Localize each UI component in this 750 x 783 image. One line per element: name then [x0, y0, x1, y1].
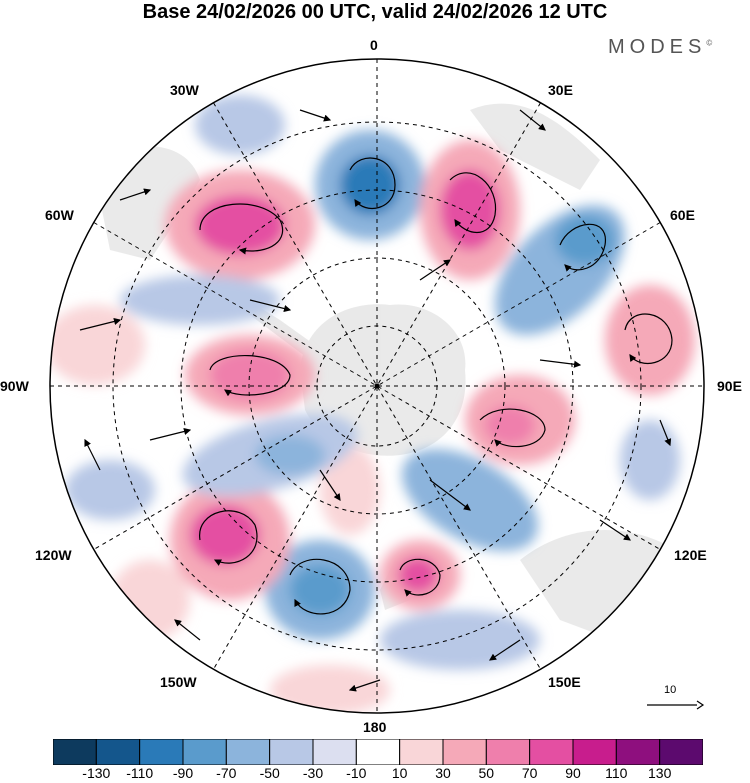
colorbar-tick-label: 30 — [435, 765, 451, 781]
wind-vector — [399, 558, 441, 597]
graticule — [50, 59, 704, 713]
lon-label-60e: 60E — [670, 207, 695, 223]
wind-vector — [659, 419, 672, 447]
africa — [470, 103, 600, 190]
lon-label-150w: 150W — [160, 674, 197, 690]
wind-vector — [319, 469, 341, 501]
wind-vector — [249, 299, 292, 313]
map-border — [49, 58, 705, 714]
lon-label-30e: 30E — [548, 82, 573, 98]
wind-vector — [79, 317, 122, 331]
wind-vector — [624, 313, 673, 364]
colorbar-swatch — [659, 739, 703, 765]
colorbar-tick-label: -10 — [346, 765, 367, 781]
modes-logo: MODES© — [608, 36, 713, 58]
wind-vector — [199, 203, 284, 255]
wind-vector — [539, 359, 582, 368]
colorbar-tick-label: 50 — [478, 765, 495, 781]
wind-vectors — [79, 109, 673, 692]
lon-label-0: 0 — [370, 37, 378, 53]
colorbar-swatch — [139, 739, 184, 765]
colorbar-swatch — [615, 739, 661, 765]
chart-title: Base 24/02/2026 00 UTC, valid 24/02/2026… — [142, 1, 608, 23]
wind-vector — [348, 679, 381, 692]
wind-vector — [174, 619, 201, 641]
colorbar-tick-label: 10 — [391, 765, 408, 781]
colorbar-swatch — [485, 739, 531, 765]
colorbar-tick-label: 90 — [565, 765, 581, 781]
wind-vector — [199, 510, 258, 566]
wind-vector — [149, 427, 192, 441]
wind-vector — [559, 223, 606, 272]
wind-vector — [519, 109, 546, 131]
colorbar-swatch — [312, 739, 357, 765]
wind-vector — [349, 157, 396, 209]
colorbar-swatch — [269, 739, 314, 765]
lon-label-60w: 60W — [45, 207, 74, 223]
wind-vector — [299, 109, 332, 122]
wind-vector — [119, 188, 152, 201]
wind-vector — [449, 172, 497, 233]
vector-scale-arrow — [647, 700, 705, 710]
wind-vector — [209, 354, 291, 397]
colorbar-tick-label: -50 — [259, 765, 280, 781]
lon-label-90e: 90E — [717, 378, 742, 394]
wind-vector — [489, 639, 521, 661]
lon-label-180: 180 — [363, 719, 387, 735]
colorbar-tick-label: 110 — [605, 765, 628, 781]
antarctica — [300, 304, 466, 456]
colorbar-swatch — [182, 739, 227, 765]
colorbar-tick-label: -90 — [172, 765, 194, 781]
colorbar-tick-label: 130 — [648, 765, 672, 781]
colorbar — [53, 739, 703, 765]
colorbar-tick-label: -130 — [82, 765, 111, 781]
pole-marker — [374, 383, 380, 389]
lon-label-90w: 90W — [0, 378, 29, 394]
colorbar-swatch — [355, 739, 401, 765]
colorbar-tick-label: -70 — [216, 765, 237, 781]
colorbar-swatch — [442, 739, 487, 765]
colorbar-swatch — [399, 739, 444, 765]
lon-label-120w: 120W — [35, 547, 72, 563]
wind-vector — [599, 519, 631, 541]
anomaly-layer — [50, 95, 695, 713]
colorbar-swatch — [572, 739, 617, 765]
colorbar-swatch — [53, 739, 97, 765]
lon-label-30w: 30W — [170, 82, 199, 98]
colorbar-tick-label: -30 — [302, 765, 324, 781]
colorbar-swatch — [95, 739, 141, 765]
wind-vector — [289, 558, 351, 615]
wind-vector — [84, 438, 101, 471]
wind-vector — [419, 259, 451, 281]
colorbar-tick-label: 70 — [521, 765, 538, 781]
lon-label-120e: 120E — [674, 547, 707, 563]
colorbar-swatch — [529, 739, 574, 765]
wind-vector — [479, 408, 546, 448]
map-fill — [50, 59, 704, 713]
vector-scale-label: 10 — [664, 684, 677, 696]
colorbar-tick-label: -110 — [126, 765, 154, 781]
wind-vector — [429, 479, 471, 511]
lon-label-150e: 150E — [548, 674, 581, 690]
colorbar-swatch — [225, 739, 271, 765]
